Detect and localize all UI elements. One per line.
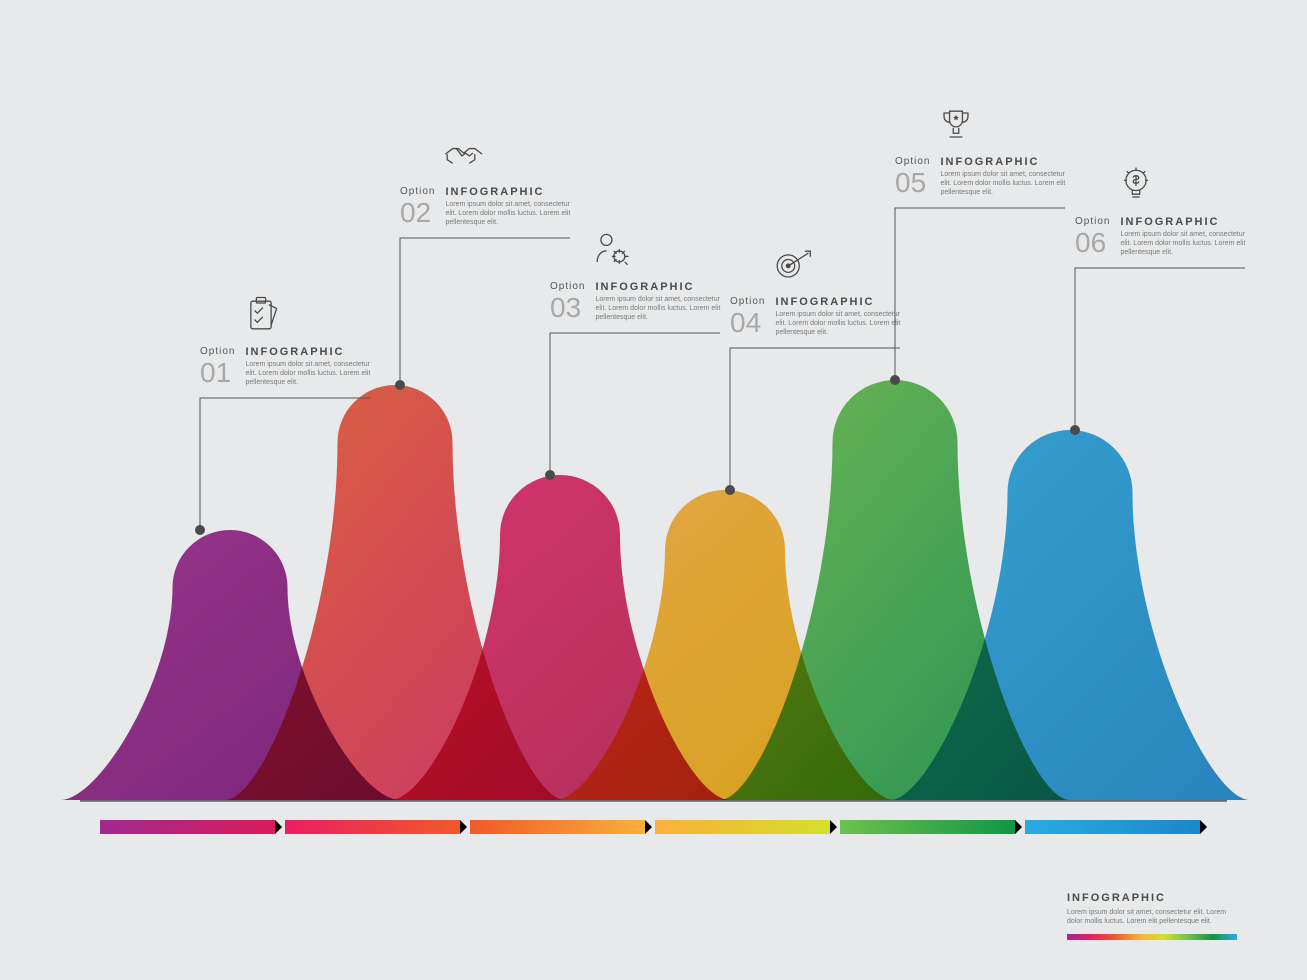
option-number: 05 (895, 169, 930, 197)
option-number: 06 (1075, 229, 1110, 257)
option-label: Option (730, 296, 765, 307)
trophy-icon (931, 100, 981, 150)
callout-06: Option 06 INFOGRAPHIC Lorem ipsum dolor … (1075, 160, 1305, 257)
option-body: Lorem ipsum dolor sit amet, consectetur … (775, 310, 905, 337)
infographic-stage: Option 01 INFOGRAPHIC Lorem ipsum dolor … (0, 0, 1307, 980)
option-body: Lorem ipsum dolor sit amet, consectetur … (445, 200, 575, 227)
option-body: Lorem ipsum dolor sit amet, consectetur … (940, 170, 1070, 197)
option-label: Option (1075, 216, 1110, 227)
target-icon (766, 240, 816, 290)
clipboard-icon (236, 290, 286, 340)
option-number: 02 (400, 199, 435, 227)
option-label: Option (400, 186, 435, 197)
callout-04: Option 04 INFOGRAPHIC Lorem ipsum dolor … (730, 240, 960, 337)
option-number: 03 (550, 294, 585, 322)
callout-02: Option 02 INFOGRAPHIC Lorem ipsum dolor … (400, 130, 630, 227)
option-title: INFOGRAPHIC (245, 346, 375, 358)
bulb-dollar-icon (1111, 160, 1161, 210)
option-title: INFOGRAPHIC (445, 186, 575, 198)
option-label: Option (200, 346, 235, 357)
option-title: INFOGRAPHIC (595, 281, 725, 293)
option-body: Lorem ipsum dolor sit amet, consectetur … (595, 295, 725, 322)
option-body: Lorem ipsum dolor sit amet, consectetur … (245, 360, 375, 387)
option-title: INFOGRAPHIC (1120, 216, 1250, 228)
callout-01: Option 01 INFOGRAPHIC Lorem ipsum dolor … (200, 290, 430, 387)
option-title: INFOGRAPHIC (775, 296, 905, 308)
option-number: 01 (200, 359, 235, 387)
option-label: Option (895, 156, 930, 167)
option-body: Lorem ipsum dolor sit amet, consectetur … (1120, 230, 1250, 257)
option-title: INFOGRAPHIC (940, 156, 1070, 168)
option-label: Option (550, 281, 585, 292)
callouts-layer: Option 01 INFOGRAPHIC Lorem ipsum dolor … (0, 0, 1307, 980)
option-number: 04 (730, 309, 765, 337)
handshake-icon (436, 130, 486, 180)
person-gear-icon (586, 225, 636, 275)
